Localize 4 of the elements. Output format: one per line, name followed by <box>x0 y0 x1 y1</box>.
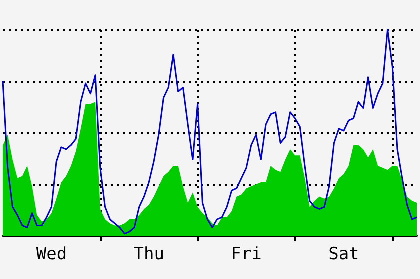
x-tick-label: Thu <box>134 244 164 264</box>
x-tick-label: Wed <box>36 244 68 264</box>
x-tick-label: Fri <box>231 244 262 264</box>
x-tick-label: Sat <box>328 244 360 264</box>
